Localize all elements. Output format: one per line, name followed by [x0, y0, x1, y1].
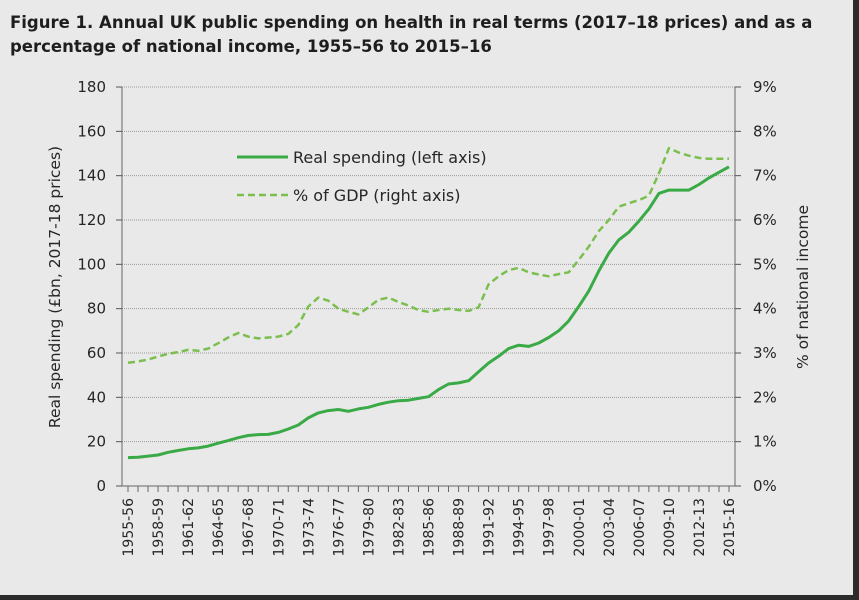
right-tick-label: 2% [753, 388, 777, 406]
series-line-real-spending [127, 165, 730, 460]
left-tick-label: 60 [87, 344, 106, 362]
x-tick-label: 2012-13 [692, 498, 708, 557]
x-tick-label: 2003-04 [602, 498, 618, 557]
left-tick-label: 160 [77, 122, 106, 140]
left-tick-label: 40 [87, 388, 106, 406]
left-tick-label: 180 [77, 78, 106, 96]
right-axis-ticks: 0% 1% 2% 3% 4% 5% 6% 7% 8% 9% [735, 78, 777, 495]
x-tick-label: 1991-92 [482, 498, 498, 557]
legend-label-gdp-share: % of GDP (right axis) [293, 186, 460, 205]
right-axis-label: % of national income [794, 205, 812, 369]
x-tick-label: 2006-07 [632, 498, 648, 557]
x-tick-label: 1958-59 [151, 498, 167, 557]
x-tick-label: 1985-86 [422, 498, 438, 557]
gridlines [122, 86, 735, 443]
legend: Real spending (left axis) % of GDP (righ… [237, 148, 487, 205]
legend-label-real-spending: Real spending (left axis) [293, 148, 487, 167]
x-tick-label: 1997-98 [542, 498, 558, 557]
right-tick-label: 5% [753, 255, 777, 273]
right-tick-label: 3% [753, 344, 777, 362]
left-axis-ticks: 0 20 40 60 80 100 120 140 160 180 [77, 78, 122, 495]
data-series [127, 146, 730, 460]
x-tick-label: 1982-83 [391, 498, 407, 557]
left-axis-label: Real spending (£bn, 2017-18 prices) [46, 146, 64, 428]
x-tick-label: 1988-89 [452, 498, 468, 557]
left-tick-label: 120 [77, 211, 106, 229]
figure-title: Figure 1. Annual UK public spending on h… [10, 13, 813, 56]
right-tick-label: 0% [753, 477, 777, 495]
x-tick-label: 1994-95 [512, 498, 528, 557]
right-tick-label: 6% [753, 211, 777, 229]
x-tick-label: 1976-77 [331, 498, 347, 557]
left-tick-label: 20 [87, 433, 106, 451]
right-tick-label: 4% [753, 300, 777, 318]
x-tick-label: 1973-74 [301, 498, 317, 557]
right-tick-label: 7% [753, 167, 777, 185]
x-tick-label: 1970-71 [271, 498, 287, 557]
x-tick-label: 2000-01 [572, 498, 588, 557]
left-tick-label: 140 [77, 167, 106, 185]
x-axis: 1955-56 1958-59 1961-62 1964-65 1967-68 1970-… [121, 87, 738, 557]
x-tick-label: 1955-56 [121, 498, 137, 557]
x-tick-label: 1964-65 [211, 498, 227, 557]
x-tick-label: 1967-68 [241, 498, 257, 557]
right-tick-label: 1% [753, 433, 777, 451]
right-tick-label: 9% [753, 78, 777, 96]
x-tick-label: 2015-16 [722, 498, 738, 557]
x-tick-label: 1979-80 [361, 498, 377, 557]
series-line-gdp-share [127, 146, 729, 365]
right-tick-label: 8% [753, 122, 777, 140]
left-tick-label: 80 [87, 300, 106, 318]
left-tick-label: 100 [77, 255, 106, 273]
x-tick-label: 2009-10 [662, 498, 678, 557]
left-tick-label: 0 [96, 477, 106, 495]
x-tick-label: 1961-62 [181, 498, 197, 557]
